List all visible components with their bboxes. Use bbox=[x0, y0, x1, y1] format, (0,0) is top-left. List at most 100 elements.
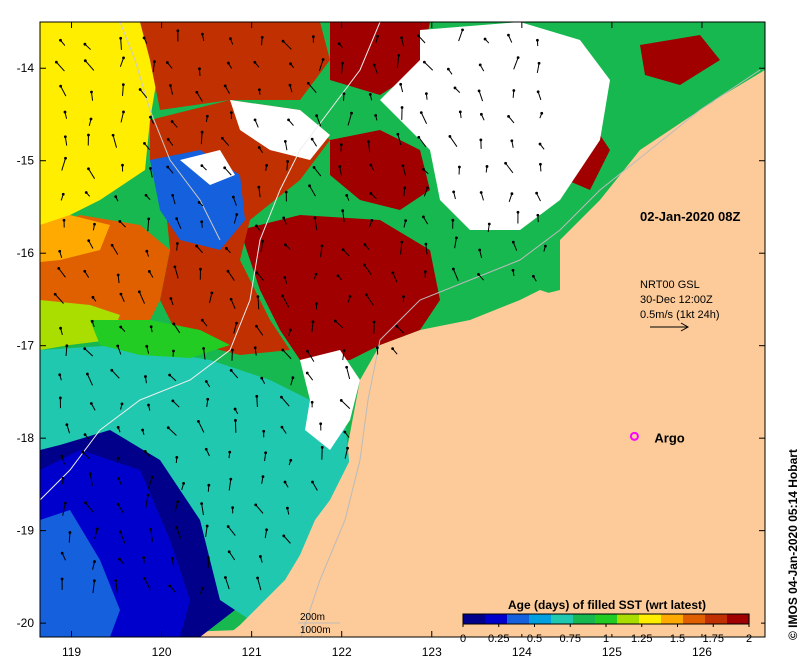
current-arrow-head bbox=[507, 114, 510, 118]
current-arrow-head bbox=[168, 584, 172, 588]
current-arrow-head bbox=[504, 161, 507, 165]
colorbar-swatches bbox=[463, 614, 750, 624]
current-arrow bbox=[228, 479, 232, 491]
current-arrow-head bbox=[287, 118, 290, 122]
current-arrow bbox=[112, 135, 117, 148]
current-arrow bbox=[55, 61, 65, 72]
current-arrow-head bbox=[310, 137, 314, 141]
current-arrow bbox=[257, 577, 262, 591]
current-arrow-head bbox=[147, 270, 151, 273]
current-arrow-head bbox=[458, 110, 462, 114]
current-arrow-head bbox=[254, 503, 258, 507]
current-arrow-head bbox=[145, 249, 149, 253]
current-arrow bbox=[171, 558, 175, 569]
colorbar-swatch bbox=[727, 614, 750, 624]
current-arrow-head bbox=[458, 165, 461, 169]
current-arrow-head bbox=[172, 322, 176, 326]
current-arrow-head bbox=[310, 400, 314, 404]
current-arrow-head bbox=[453, 86, 457, 90]
current-arrow bbox=[120, 38, 122, 50]
current-arrow bbox=[149, 168, 153, 178]
current-arrow-head bbox=[289, 62, 292, 66]
current-arrow-head bbox=[116, 502, 120, 506]
current-arrow bbox=[94, 528, 98, 540]
current-arrow-head bbox=[510, 192, 514, 196]
current-arrow-head bbox=[257, 185, 261, 189]
current-arrow-head bbox=[182, 482, 185, 485]
current-arrow-head bbox=[422, 168, 425, 171]
current-arrow-head bbox=[286, 160, 290, 163]
current-arrow-head bbox=[288, 328, 292, 332]
current-arrow-head bbox=[58, 249, 62, 253]
current-arrow-head bbox=[119, 292, 123, 296]
current-arrow-head bbox=[121, 83, 125, 87]
current-arrow-head bbox=[448, 135, 452, 138]
colorbar-tick-label: 1.25 bbox=[631, 633, 652, 645]
current-arrow bbox=[139, 89, 148, 99]
current-arrow bbox=[224, 167, 232, 176]
current-arrow-head bbox=[171, 399, 175, 403]
current-arrow bbox=[66, 424, 71, 434]
current-arrow bbox=[312, 481, 318, 491]
current-arrow-head bbox=[256, 576, 259, 580]
current-arrow-head bbox=[83, 433, 87, 437]
current-arrow-head bbox=[256, 295, 260, 298]
current-arrow-head bbox=[137, 290, 141, 294]
current-arrow-head bbox=[170, 120, 174, 123]
current-arrow-head bbox=[204, 447, 208, 451]
colorbar-swatch bbox=[595, 614, 618, 624]
current-arrow-head bbox=[119, 325, 123, 329]
lon-tick-label: 122 bbox=[332, 645, 352, 659]
current-arrow bbox=[119, 57, 125, 67]
current-arrow-head bbox=[416, 34, 420, 38]
current-arrow-head bbox=[143, 141, 146, 145]
current-arrow-head bbox=[89, 402, 93, 405]
current-arrow bbox=[508, 116, 515, 124]
current-arrow bbox=[418, 136, 427, 148]
current-arrow-head bbox=[149, 115, 152, 119]
current-arrow bbox=[346, 367, 351, 380]
current-arrow-head bbox=[116, 344, 120, 348]
current-arrow-head bbox=[142, 36, 146, 40]
current-arrow bbox=[176, 218, 182, 229]
current-arrow-head bbox=[202, 347, 206, 350]
current-arrow bbox=[397, 134, 402, 146]
current-arrow-head bbox=[507, 33, 510, 37]
current-arrow-head bbox=[60, 577, 64, 581]
current-arrow-head bbox=[122, 56, 125, 60]
current-arrow-head bbox=[90, 90, 93, 94]
current-arrow-head bbox=[280, 425, 284, 429]
current-arrow-head bbox=[110, 368, 114, 372]
latitude-axis: -14 -15 -16 -17 -18 -19 -20 bbox=[17, 61, 765, 630]
current-arrow-head bbox=[85, 372, 89, 376]
current-arrow-head bbox=[540, 111, 544, 115]
current-arrows bbox=[53, 28, 547, 595]
current-arrow-head bbox=[400, 240, 404, 244]
current-arrow-head bbox=[341, 209, 345, 213]
current-arrow bbox=[122, 84, 124, 96]
current-arrow-head bbox=[397, 54, 401, 57]
current-arrow bbox=[174, 266, 179, 279]
current-arrow bbox=[150, 529, 153, 542]
current-arrow bbox=[342, 249, 350, 257]
nodata-w bbox=[180, 150, 235, 185]
current-arrow bbox=[54, 293, 64, 304]
current-arrow-head bbox=[399, 82, 403, 86]
current-arrow bbox=[92, 580, 95, 594]
current-arrow bbox=[283, 535, 291, 544]
current-arrow-head bbox=[233, 407, 237, 411]
current-arrow-head bbox=[198, 67, 201, 71]
current-arrow-head bbox=[88, 472, 92, 476]
current-arrow bbox=[307, 350, 315, 362]
current-arrow bbox=[152, 61, 155, 73]
current-arrow-head bbox=[423, 270, 427, 274]
current-arrow-head bbox=[422, 60, 426, 64]
current-arrow-head bbox=[226, 525, 230, 528]
current-arrow-head bbox=[253, 346, 257, 350]
current-arrow-head bbox=[341, 248, 345, 252]
current-arrow-head bbox=[145, 344, 149, 348]
current-arrow-head bbox=[286, 506, 289, 510]
current-arrow bbox=[282, 349, 292, 360]
current-arrow bbox=[365, 294, 374, 306]
current-arrow-head bbox=[369, 163, 373, 167]
